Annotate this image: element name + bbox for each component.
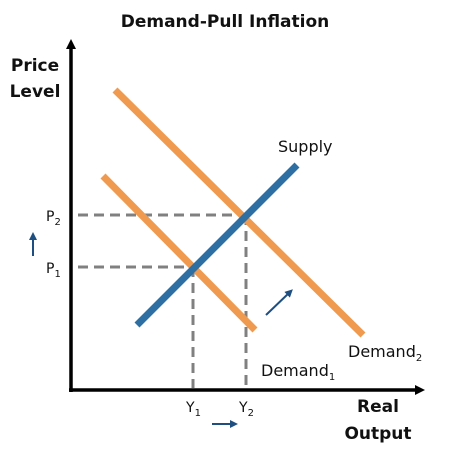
demand-shift-arrow-icon [265,289,293,316]
x-axis-label-line1: Real [357,397,399,417]
p2-tick-label: P2 [46,209,61,228]
y1-tick-label: Y1 [185,400,201,419]
y-axis-label-line1: Price [11,56,59,76]
demand1-curve [100,173,258,333]
y-axis-label-line2: Level [10,82,61,102]
p1-tick-label: P1 [46,261,61,280]
guide-lines [78,213,248,388]
y2-tick-label: Y2 [238,400,254,419]
supply-label: Supply [278,137,333,156]
x-axis-label-line2: Output [344,424,411,444]
demand2-label: Demand2 [348,342,422,364]
diagram-title: Demand-Pull Inflation [121,12,330,32]
demand2-curve [112,87,366,338]
supply-curve [134,162,300,328]
demand1-label: Demand1 [261,361,335,383]
